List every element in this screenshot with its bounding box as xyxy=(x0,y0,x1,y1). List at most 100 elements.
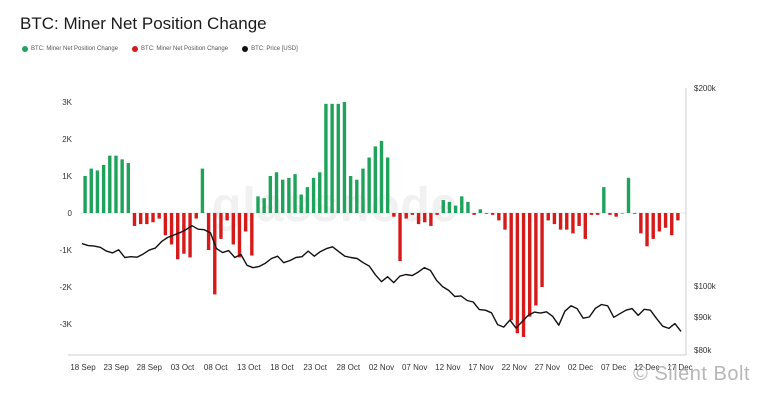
bar-negative xyxy=(151,213,155,223)
bar-negative xyxy=(552,213,557,225)
x-tick-label: 28 Oct xyxy=(337,363,361,372)
bar-positive xyxy=(299,194,303,213)
bar-negative xyxy=(614,213,618,217)
y-tick-label: 2K xyxy=(62,135,72,144)
price-line xyxy=(81,225,682,332)
legend-item-positive[interactable]: BTC: Miner Net Position Change xyxy=(22,46,118,52)
x-tick-label: 12 Nov xyxy=(435,363,460,372)
legend-negative-label: BTC: Miner Net Position Change xyxy=(141,46,229,52)
y-tick-label: 0 xyxy=(68,209,73,218)
bar-positive xyxy=(126,163,131,213)
bar-negative xyxy=(213,213,217,295)
bar-negative xyxy=(250,213,254,256)
y-tick-label: -1K xyxy=(60,246,73,255)
bar-positive xyxy=(460,196,464,213)
bar-negative xyxy=(651,213,655,239)
bar-positive xyxy=(200,168,205,213)
bar-negative xyxy=(540,213,544,287)
bar-positive xyxy=(83,176,87,213)
bar-positive xyxy=(602,187,606,213)
bar-negative xyxy=(163,213,168,236)
bar-negative xyxy=(237,213,242,258)
bar-positive xyxy=(256,196,260,213)
chart-title: BTC: Miner Net Position Change xyxy=(20,14,267,33)
x-tick-label: 07 Nov xyxy=(402,363,427,372)
bar-negative xyxy=(182,213,186,254)
bar-negative xyxy=(534,213,538,306)
y-tick-label: -2K xyxy=(60,283,73,292)
bar-positive xyxy=(89,168,93,213)
bar-negative xyxy=(410,213,415,215)
bar-positive xyxy=(114,155,118,213)
x-tick-label: 03 Oct xyxy=(171,363,195,372)
bar-positive xyxy=(348,176,353,213)
bar-negative xyxy=(608,213,612,215)
legend-negative-dot xyxy=(132,46,139,52)
bar-positive xyxy=(620,213,625,214)
bar-positive xyxy=(108,155,112,213)
bar-positive xyxy=(466,201,470,213)
bar-negative xyxy=(231,213,235,245)
bar-negative xyxy=(404,213,408,219)
bar-positive xyxy=(361,168,365,213)
y-tick-label: 3K xyxy=(62,98,72,107)
bar-negative xyxy=(521,213,526,337)
bar-negative xyxy=(509,213,513,321)
x-tick-label: 27 Nov xyxy=(535,363,560,372)
bar-positive xyxy=(453,205,458,213)
x-tick-label: 13 Oct xyxy=(237,363,261,372)
bar-positive xyxy=(305,187,310,213)
bar-positive xyxy=(626,177,631,213)
bar-positive xyxy=(287,177,291,213)
bar-negative xyxy=(243,213,248,232)
x-tick-label: 18 Oct xyxy=(270,363,294,372)
bar-positive xyxy=(268,176,273,213)
legend-positive-dot xyxy=(22,46,28,52)
legend: BTC: Miner Net Position Change BTC: Mine… xyxy=(22,46,298,52)
bar-negative xyxy=(639,213,643,234)
x-tick-label: 02 Nov xyxy=(369,363,394,372)
bar-negative xyxy=(657,213,662,232)
bar-negative xyxy=(219,213,223,239)
bar-positive xyxy=(262,198,266,213)
y-tick-label: -3K xyxy=(60,320,73,329)
bar-negative xyxy=(571,213,575,234)
bar-negative xyxy=(472,213,476,215)
bar-negative xyxy=(546,213,550,221)
bar-negative xyxy=(577,213,581,226)
bar-positive xyxy=(336,103,340,213)
bar-positive xyxy=(274,172,279,213)
x-tick-label: 23 Oct xyxy=(303,363,327,372)
x-tick-label: 18 Sep xyxy=(70,363,96,372)
y2-tick-label: $90k xyxy=(694,313,712,322)
x-tick-label: 17 Nov xyxy=(468,363,493,372)
bar-positive xyxy=(441,200,445,213)
bar-negative xyxy=(435,213,439,215)
x-tick-label: 08 Oct xyxy=(204,363,228,372)
legend-item-price[interactable]: BTC: Price [USD] xyxy=(242,46,298,52)
legend-item-negative[interactable]: BTC: Miner Net Position Change xyxy=(132,46,228,52)
bar-positive xyxy=(385,157,390,213)
bar-negative xyxy=(138,213,143,225)
bar-negative xyxy=(528,213,532,317)
legend-positive-label: BTC: Miner Net Position Change xyxy=(31,46,119,52)
legend-price-label: BTC: Price [USD] xyxy=(251,46,298,52)
bar-negative xyxy=(132,213,137,226)
bar-negative xyxy=(157,213,161,219)
bar-positive xyxy=(318,172,322,213)
bar-negative xyxy=(632,213,637,214)
bar-negative xyxy=(676,213,680,221)
bar-negative xyxy=(583,213,587,239)
bar-negative xyxy=(429,213,433,226)
bar-negative xyxy=(225,213,229,221)
bar-negative xyxy=(416,213,421,225)
y2-tick-label: $100k xyxy=(694,282,717,291)
bar-negative xyxy=(670,213,674,236)
bar-positive xyxy=(324,103,328,213)
bar-negative xyxy=(503,213,507,230)
bar-positive xyxy=(330,103,334,213)
bar-negative xyxy=(565,213,569,230)
bar-negative xyxy=(515,213,520,334)
bar-positive xyxy=(101,164,106,213)
